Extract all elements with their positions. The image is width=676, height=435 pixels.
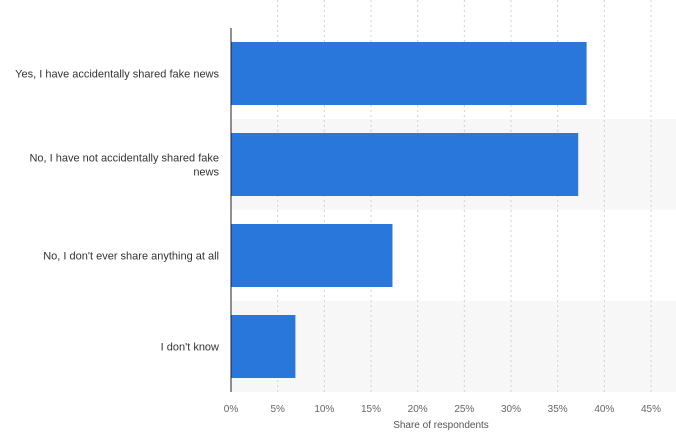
x-tick-label: 25% (454, 404, 474, 415)
x-tick-label: 5% (270, 404, 285, 415)
category-labels: Yes, I have accidentally shared fake new… (15, 69, 219, 354)
bar[interactable] (231, 42, 587, 105)
x-tick-label: 10% (314, 404, 334, 415)
x-tick-label: 15% (361, 404, 381, 415)
bar[interactable] (231, 133, 579, 196)
bars (231, 42, 587, 378)
x-tick-label: 30% (501, 404, 521, 415)
row-band (231, 301, 676, 392)
category-label: I don't know (161, 342, 219, 354)
x-axis-title: Share of respondents (393, 420, 489, 431)
x-tick-label: 35% (548, 404, 568, 415)
category-label: No, I don't ever share anything at all (43, 251, 219, 263)
x-tick-label: 45% (641, 404, 661, 415)
x-tick-labels: 0% 5% 10% 15% 20% 25% 30% 35% 40% 45% (224, 404, 661, 415)
category-label: No, I have not accidentally shared fake n… (29, 153, 219, 179)
x-tick-label: 20% (408, 404, 428, 415)
bar[interactable] (231, 315, 296, 378)
category-label: Yes, I have accidentally shared fake new… (15, 69, 219, 81)
x-tick-label: 40% (594, 404, 614, 415)
x-tick-label: 0% (224, 404, 239, 415)
bar[interactable] (231, 224, 393, 287)
